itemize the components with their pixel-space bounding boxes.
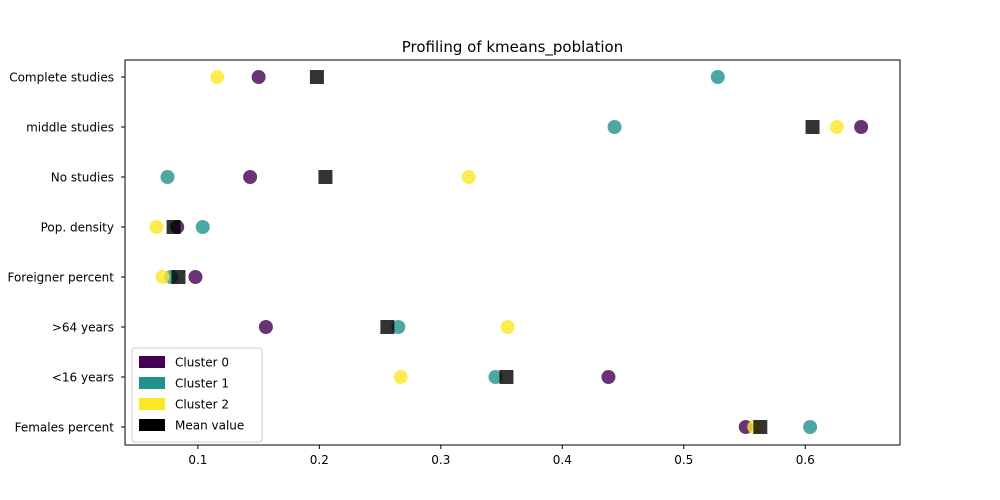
mean-marker xyxy=(499,370,514,384)
x-tick-label: 0.6 xyxy=(796,453,815,467)
legend-box xyxy=(131,347,263,443)
y-tick-label: Pop. density xyxy=(41,221,114,235)
data-point xyxy=(160,170,175,184)
legend: Cluster 0 Cluster 1 Cluster 2 Mean value xyxy=(131,347,263,443)
x-tick-label: 0.1 xyxy=(188,453,207,467)
y-tick-label: >64 years xyxy=(52,321,114,335)
series-mean-value xyxy=(166,70,820,434)
y-tick-label: <16 years xyxy=(52,371,114,385)
x-tick-label: 0.4 xyxy=(553,453,572,467)
legend-swatch xyxy=(139,356,165,368)
legend-swatch xyxy=(139,377,165,389)
data-point xyxy=(461,170,476,184)
data-point xyxy=(391,320,406,334)
x-tick-label: 0.2 xyxy=(310,453,329,467)
legend-swatch xyxy=(139,419,165,431)
mean-marker xyxy=(309,70,324,84)
data-point xyxy=(155,270,170,284)
mean-marker xyxy=(380,320,395,334)
data-point xyxy=(149,220,164,234)
legend-swatch xyxy=(139,398,165,410)
mean-marker xyxy=(318,170,333,184)
data-point xyxy=(210,70,225,84)
data-point xyxy=(251,70,266,84)
y-tick-label: middle studies xyxy=(26,121,114,135)
legend-label: Cluster 0 xyxy=(175,356,229,370)
data-point xyxy=(601,370,616,384)
y-tick-label: Foreigner percent xyxy=(7,271,114,285)
mean-marker xyxy=(753,420,768,434)
mean-marker xyxy=(166,220,181,234)
legend-label: Cluster 1 xyxy=(175,377,229,391)
y-tick-label: Complete studies xyxy=(9,71,114,85)
legend-label: Mean value xyxy=(175,419,244,433)
data-point xyxy=(393,370,408,384)
data-point xyxy=(607,120,622,134)
data-point xyxy=(829,120,844,134)
chart-title: Profiling of kmeans_poblation xyxy=(402,38,623,57)
data-point xyxy=(488,370,503,384)
mean-marker xyxy=(171,270,186,284)
x-tick-label: 0.5 xyxy=(674,453,693,467)
mean-marker xyxy=(805,120,820,134)
data-point xyxy=(188,270,203,284)
legend-label: Cluster 2 xyxy=(175,398,229,412)
data-point xyxy=(803,420,818,434)
y-tick-label: Females percent xyxy=(15,421,115,435)
data-point xyxy=(854,120,869,134)
data-point xyxy=(243,170,258,184)
data-point xyxy=(500,320,515,334)
plot-frame xyxy=(124,59,901,446)
x-tick-label: 0.3 xyxy=(431,453,450,467)
data-point xyxy=(195,220,210,234)
data-point xyxy=(258,320,273,334)
y-tick-label: No studies xyxy=(51,171,114,185)
data-point xyxy=(710,70,725,84)
